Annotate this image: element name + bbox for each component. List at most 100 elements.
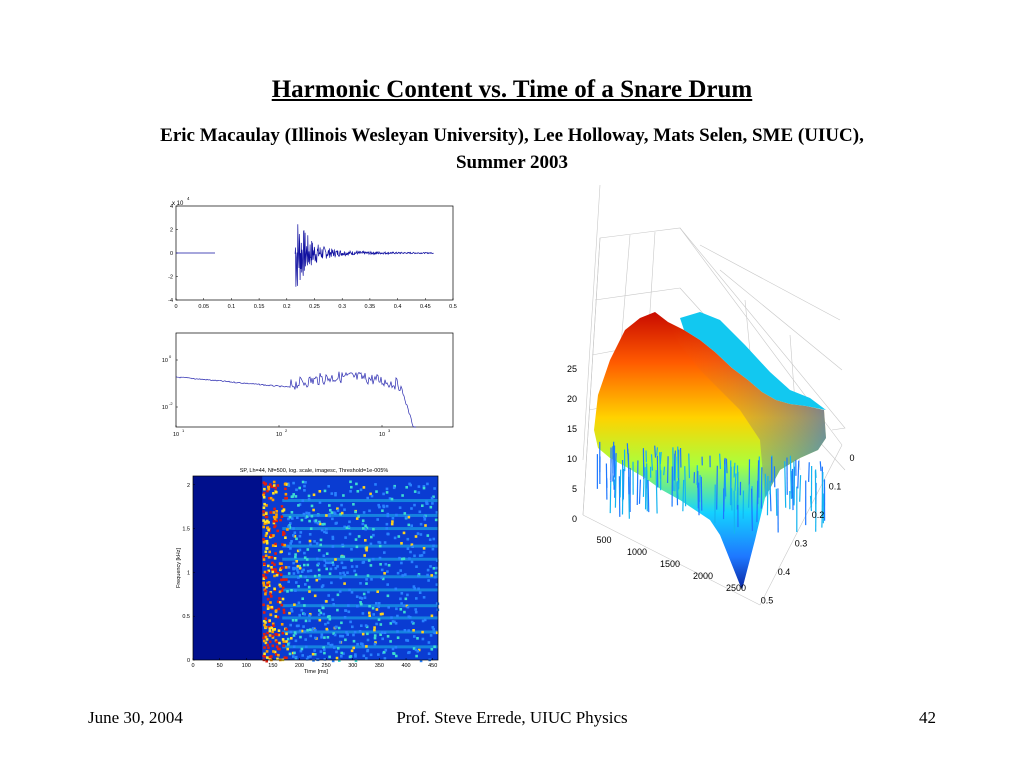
spectrogram-cell [262,519,265,522]
spectrogram-cell [310,629,313,632]
spectrogram-cell [314,629,317,632]
spectrogram-cell [435,559,439,562]
spectrogram-cell [269,533,273,537]
spectrogram-cell [338,659,341,662]
spectrogram-cell [262,506,266,509]
spectrogram-cell [271,498,275,502]
spectrogram-cell [365,548,368,552]
surface-spike [821,471,824,518]
spectrogram-cell [406,537,410,541]
spectrogram-cell [355,545,359,549]
spectrogram-cell [368,509,371,513]
footer-author: Prof. Steve Errede, UIUC Physics [396,708,628,727]
spectrogram-cell [368,614,371,617]
surface-spike [757,460,760,505]
spectrogram-cell [422,596,426,599]
spectrogram-cell [395,654,398,658]
spectrogram-cell [363,554,366,557]
spectrogram-cell [262,525,265,529]
spectrogram-cell [344,638,347,642]
spectrogram-cell [334,558,337,561]
surface-spike [614,460,617,508]
spectrogram-cell [386,514,390,518]
spectrogram-cell [427,579,430,582]
spectrogram-cell [319,611,323,615]
spectrogram-cell [262,491,266,495]
spectrogram-cell [284,487,287,491]
spectrogram-cell [305,511,308,515]
spectrogram-cell [365,645,368,648]
spectrogram-cell [276,529,279,533]
spectrogram-cell [262,581,265,585]
spectrogram-cell [365,657,368,660]
spectrogram-cell [344,566,347,569]
spectrogram-cell [263,655,266,658]
spectrogram-band [282,604,438,608]
spectrogram-cell [426,502,429,505]
spectrogram-cell [273,507,276,511]
spectrogram-cell [304,481,307,484]
spectrogram-cell [358,596,362,600]
spectrogram-cell [287,643,290,646]
surface-spike [819,461,822,472]
spectrogram-cell [371,557,375,561]
spectrogram-cell [430,614,434,618]
spectrogram-cell [435,566,438,570]
spectrogram-cell [319,538,323,542]
spectrogram-x-tick-label: 0 [191,663,194,669]
spectrogram-cell [396,571,400,575]
spectrogram-cell [263,522,267,525]
spectrogram-cell [340,555,343,558]
spectrogram-cell [378,505,381,509]
spectrogram-cell [433,487,436,490]
spectrogram-cell [367,590,370,594]
spectrogram-cell [298,613,301,617]
spectrogram-cell [421,619,425,623]
spectrogram-cell [378,544,382,548]
waveform-x-tick-label: 0.4 [394,304,402,310]
spectrogram-band [282,513,438,517]
spectrogram-cell [383,631,387,634]
spectrogram-cell [331,598,335,601]
spectrogram-y-tick-label: 0 [187,658,190,664]
spectrogram-cell [271,568,274,571]
spectrogram-cell [323,636,326,639]
spectrum-x-tick-exponent: 1 [182,428,185,433]
spectrogram-cell [262,538,265,541]
spectrogram-cell [264,625,268,629]
spectrogram-cell [412,585,416,588]
spectrogram-cell [298,548,302,552]
spectrogram-band [282,527,438,531]
spectrogram-cell [388,497,392,500]
spectrogram-cell [275,640,278,644]
spectrogram-cell [288,526,292,529]
spectrogram-cell [295,581,298,584]
spectrogram-cell [417,648,421,652]
spectrogram-cell [408,616,412,619]
spectrogram-cell [400,542,403,545]
spectrogram-cell [330,643,334,647]
spectrum-x-tick-label: 10 [379,432,385,438]
spectrogram-cell [269,601,272,604]
spectrogram-cell [292,572,296,575]
spectrogram-cell [361,644,365,648]
spectrogram-cell [267,528,270,532]
spectrogram-cell [267,521,270,524]
spectrogram-cell [379,563,382,566]
spectrogram-cell [269,496,273,500]
waveform-x-tick-label: 0.15 [254,304,265,310]
spectrogram-cell [299,649,303,653]
spectrogram-cell [336,507,339,510]
spectrogram-cell [368,604,371,608]
spectrogram-cell [354,653,357,656]
spectrogram-cell [380,576,383,579]
spectrogram-cell [370,578,373,581]
spectrogram-cell [300,629,304,633]
spectrogram-cell [285,640,288,643]
spectrogram-cell [366,574,370,577]
spectrogram-cell [273,628,276,631]
surface-plot: 0 5 10 15 20 25 500 1000 1500 2000 2500 0 0.1 0.2 0.… [567,184,855,606]
spectrogram-band [282,645,438,649]
surface-spike [659,452,662,479]
footer-date: June 30, 2004 [88,708,183,727]
